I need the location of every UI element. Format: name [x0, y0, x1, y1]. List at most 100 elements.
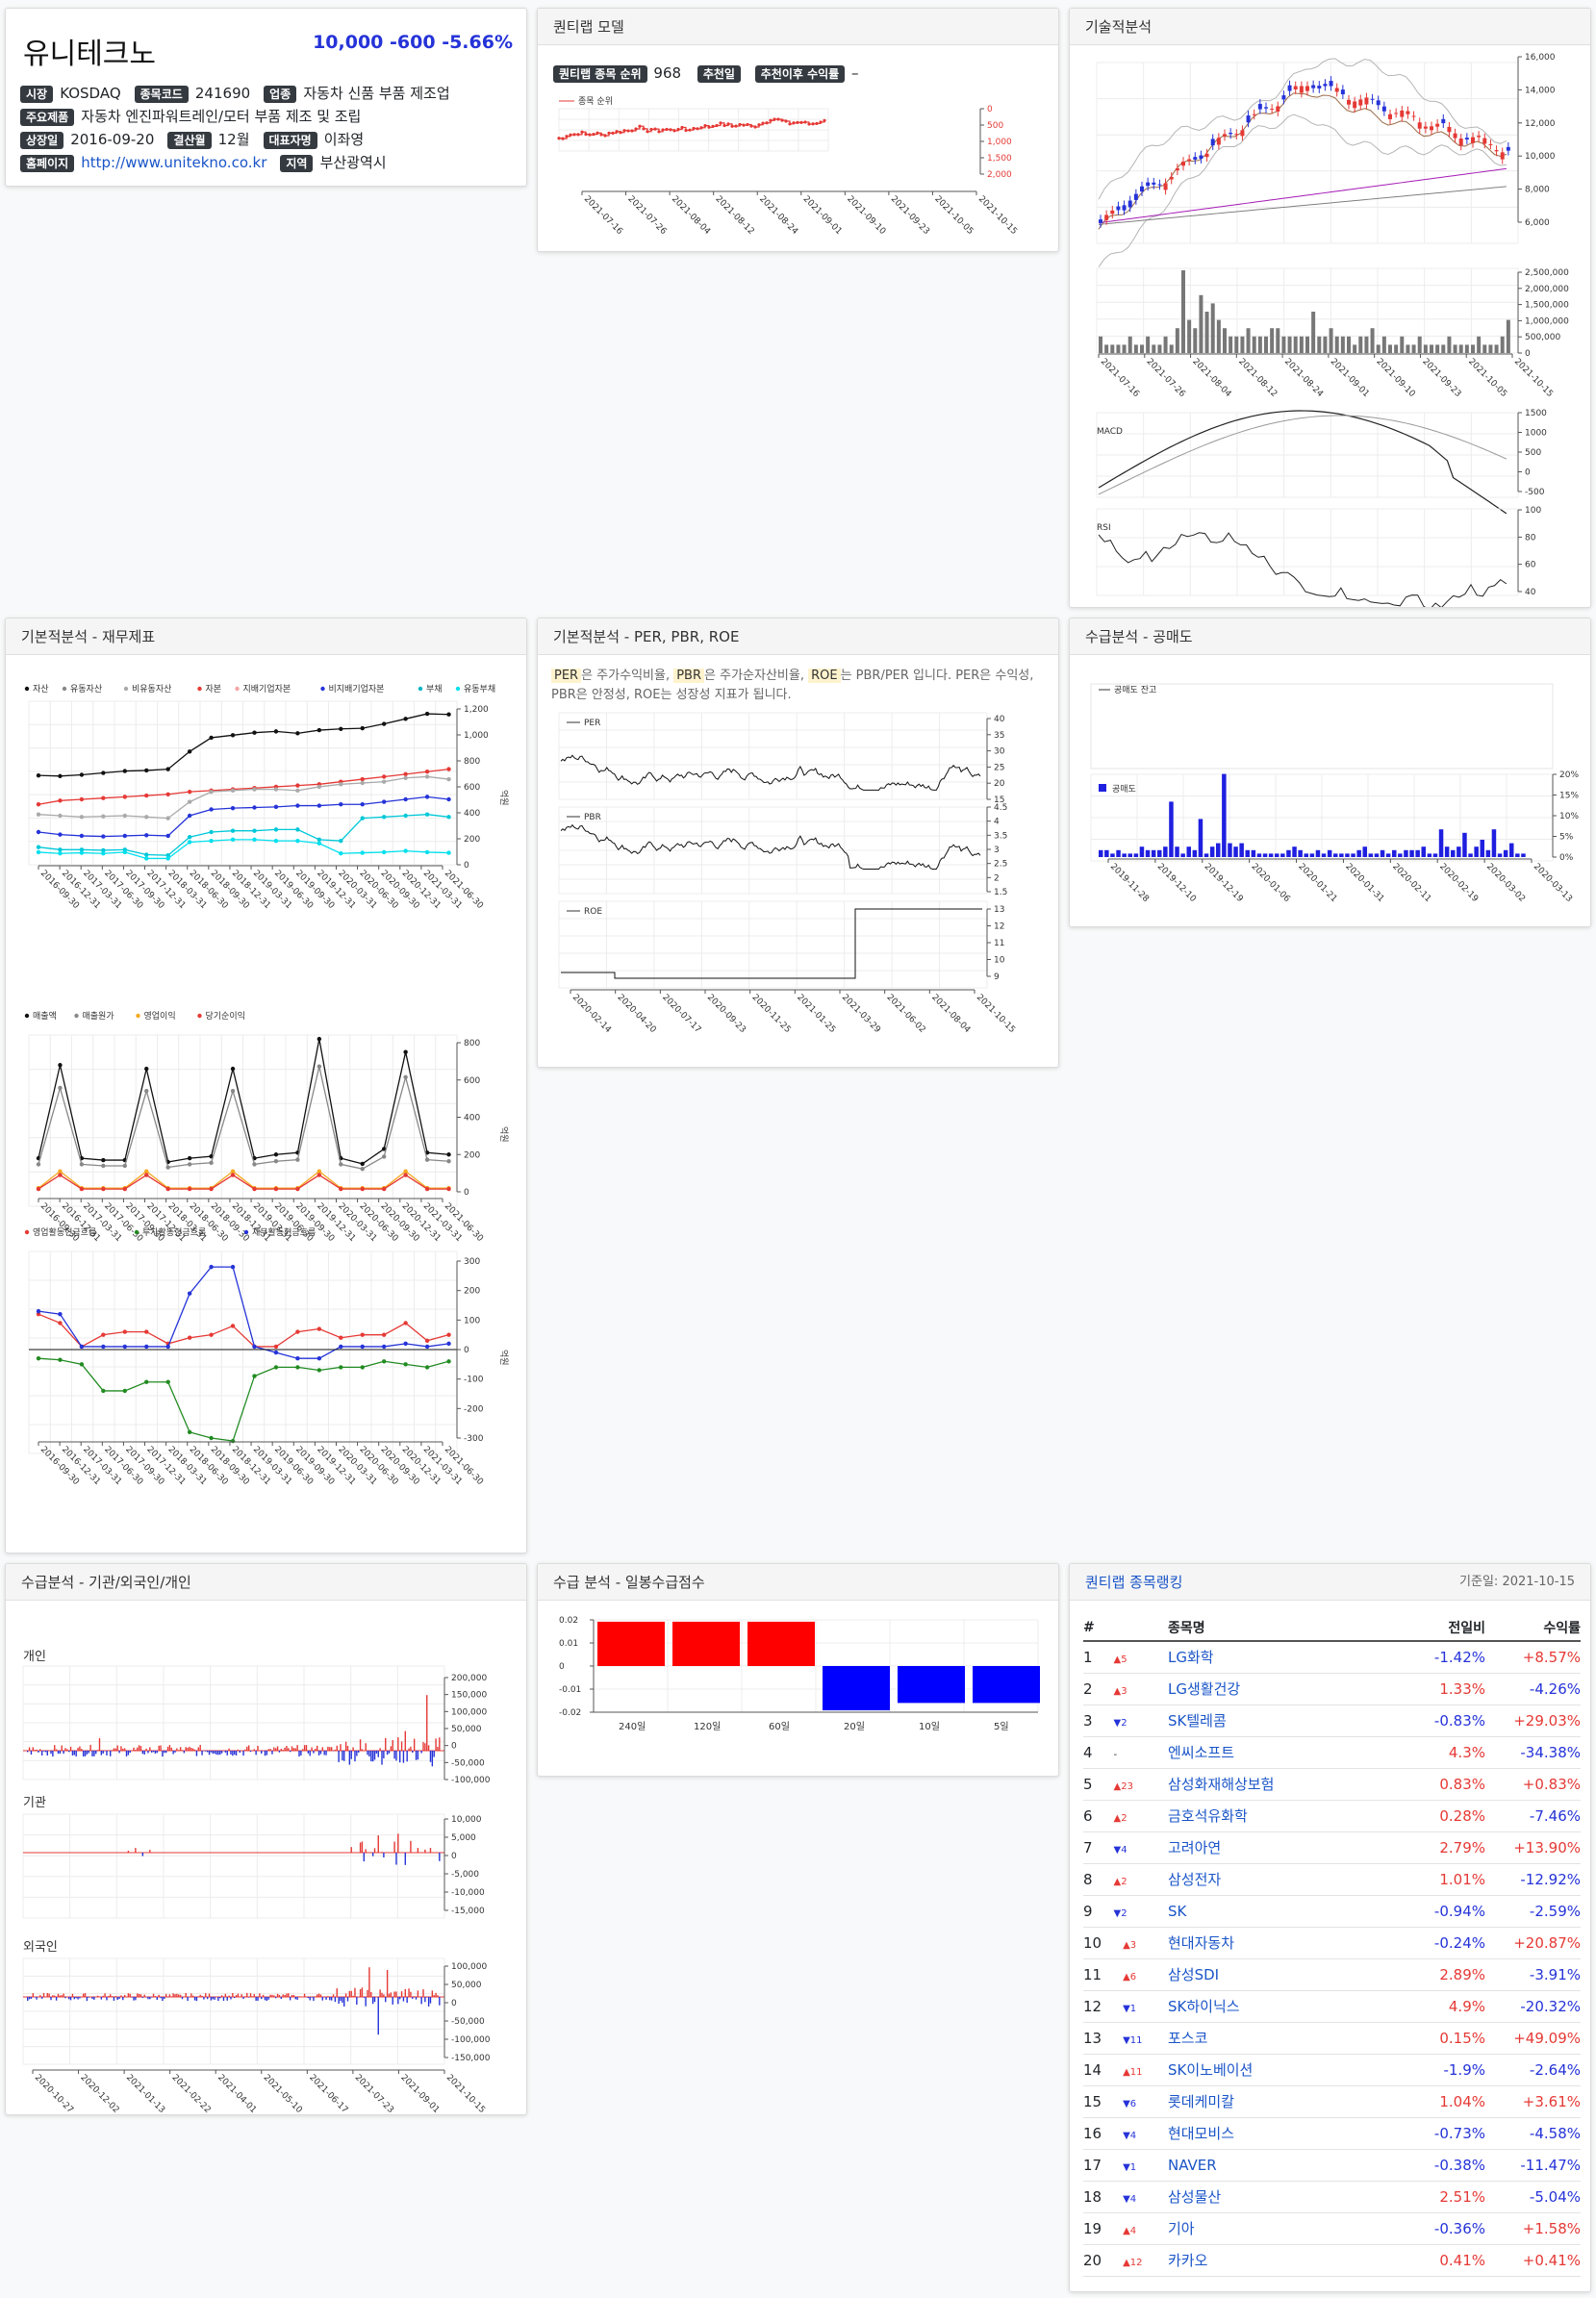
data-point	[79, 1362, 85, 1367]
table-row[interactable]: 20 ▲12 카카오 0.41% +0.41%	[1083, 2244, 1581, 2277]
volume-bar	[1229, 336, 1233, 353]
flow-bar	[174, 1751, 176, 1753]
stock-name[interactable]: 삼성물산	[1168, 2181, 1389, 2213]
stock-name[interactable]: 삼성화재해상보험	[1168, 1768, 1389, 1801]
rank-move: ▲2	[1113, 1876, 1127, 1887]
tick-label: 12	[994, 922, 1004, 932]
table-row[interactable]: 14 ▲11 SK이노베이션 -1.9% -2.64%	[1083, 2054, 1581, 2086]
flow-bar	[118, 1997, 120, 2000]
stock-name[interactable]: LG화학	[1168, 1641, 1389, 1674]
flow-bar	[395, 1751, 397, 1761]
stock-name[interactable]: 삼성전자	[1168, 1863, 1389, 1896]
flow-bar	[334, 1749, 337, 1751]
data-point	[424, 812, 430, 817]
table-row[interactable]: 6 ▲2 금호석유화학 0.28% -7.46%	[1083, 1800, 1581, 1832]
table-row[interactable]: 15 ▼6 롯데케미칼 1.04% +3.61%	[1083, 2085, 1581, 2118]
data-point	[252, 837, 257, 843]
table-row[interactable]: 13 ▼11 포스코 0.15% +49.09%	[1083, 2022, 1581, 2055]
data-point	[360, 802, 365, 807]
table-row[interactable]: 18 ▼4 삼성물산 2.51% -5.04%	[1083, 2181, 1581, 2213]
table-row[interactable]: 16 ▼4 현대모비스 -0.73% -4.58%	[1083, 2117, 1581, 2150]
flow-bar	[125, 1751, 128, 1756]
candle	[1494, 150, 1499, 152]
data-point	[273, 1344, 279, 1350]
short-selling-card: 수급분석 - 공매도 공매도 잔고 공매도 20% 15% 10% 5% 0% 2019-11…	[1069, 618, 1591, 927]
rank-move: ▼6	[1123, 2098, 1137, 2109]
stock-name[interactable]: NAVER	[1168, 2149, 1389, 2182]
return: -5.04%	[1485, 2181, 1581, 2213]
flow-bar	[267, 1749, 269, 1751]
short-bar	[1256, 853, 1262, 857]
table-row[interactable]: 8 ▲2 삼성전자 1.01% -12.92%	[1083, 1863, 1581, 1896]
candle	[1381, 106, 1386, 112]
daily-change: -0.94%	[1389, 1895, 1485, 1928]
stock-name[interactable]: SK텔레콤	[1168, 1705, 1389, 1737]
stock-name[interactable]: 삼성SDI	[1168, 1958, 1389, 1991]
table-row[interactable]: 10 ▲3 현대자동차 -0.24% +20.87%	[1083, 1927, 1581, 1959]
data-point	[424, 774, 430, 779]
rank-move: ▼2	[1113, 1717, 1127, 1729]
table-row[interactable]: 3 ▼2 SK텔레콤 -0.83% +29.03%	[1083, 1705, 1581, 1737]
stock-name[interactable]: 금호석유화학	[1168, 1800, 1389, 1832]
rank-number: 16 ▼4	[1083, 2117, 1168, 2150]
table-row[interactable]: 9 ▼2 SK -0.94% -2.59%	[1083, 1895, 1581, 1928]
data-point	[230, 788, 236, 794]
stock-name[interactable]: 엔씨소프트	[1168, 1736, 1389, 1769]
data-point	[403, 1074, 408, 1080]
flow-charts: 개인 200,000 150,000 100,000 50,000 0 -50,000 -10…	[22, 1650, 491, 2114]
stock-name[interactable]: 현대자동차	[1168, 1927, 1389, 1959]
table-row[interactable]: 17 ▼1 NAVER -0.38% -11.47%	[1083, 2149, 1581, 2182]
table-row[interactable]: 11 ▲6 삼성SDI 2.89% -3.91%	[1083, 1958, 1581, 1991]
stock-name[interactable]: 현대모비스	[1168, 2117, 1389, 2150]
flow-bar	[439, 1853, 441, 1861]
return: -20.32%	[1485, 1990, 1581, 2023]
table-row[interactable]: 5 ▲23 삼성화재해상보험 0.83% +0.83%	[1083, 1768, 1581, 1801]
flow-bar	[164, 1751, 165, 1754]
data-point	[273, 1350, 279, 1355]
data-point	[295, 731, 300, 736]
return: +29.03%	[1485, 1705, 1581, 1737]
stock-name[interactable]: 기아	[1168, 2212, 1389, 2245]
stock-name[interactable]: LG생활건강	[1168, 1673, 1389, 1705]
table-row[interactable]: 12 ▼1 SK하이닉스 4.9% -20.32%	[1083, 1990, 1581, 2023]
flow-bar	[278, 1994, 281, 1997]
data-point	[424, 849, 430, 855]
flow-bar	[352, 1747, 354, 1751]
flow-bar	[57, 1993, 60, 1997]
data-point	[79, 1186, 85, 1192]
table-row[interactable]: 1 ▲5 LG화학 -1.42% +8.57%	[1083, 1641, 1581, 1674]
flow-bar	[151, 1997, 153, 1998]
short-bar	[1398, 853, 1403, 857]
macd-label: MACD	[1097, 427, 1123, 437]
table-row[interactable]: 2 ▲3 LG생활건강 1.33% -4.26%	[1083, 1673, 1581, 1705]
data-point	[209, 807, 214, 812]
flow-bar	[386, 1970, 389, 1997]
market-value: KOSDAQ	[60, 85, 121, 102]
stock-name[interactable]: SK하이닉스	[1168, 1990, 1389, 2023]
flow-bar	[133, 1747, 135, 1751]
tick-label: 80	[1525, 533, 1536, 543]
homepage-link[interactable]: http://www.unitekno.co.kr	[81, 154, 267, 171]
flow-bar	[212, 1997, 214, 2000]
data-point	[360, 816, 365, 821]
volume-bar	[1234, 336, 1239, 353]
table-row[interactable]: 7 ▼4 고려아연 2.79% +13.90%	[1083, 1831, 1581, 1864]
data-point	[58, 798, 63, 803]
stock-name[interactable]: 카카오	[1168, 2244, 1389, 2277]
stock-name[interactable]: 고려아연	[1168, 1831, 1389, 1864]
flow-bar	[71, 1751, 74, 1755]
stock-name[interactable]: 포스코	[1168, 2022, 1389, 2055]
stock-name[interactable]: SK	[1168, 1895, 1389, 1928]
stock-name[interactable]: 롯데케미칼	[1168, 2085, 1389, 2118]
flow-bar	[102, 1995, 104, 1997]
short-bar	[1133, 853, 1139, 857]
table-row[interactable]: 4- 엔씨소프트 4.3% -34.38%	[1083, 1736, 1581, 1769]
volume-bar	[1133, 344, 1138, 353]
data-point	[58, 847, 63, 852]
data-point	[403, 1173, 408, 1177]
table-row[interactable]: 19 ▲4 기아 -0.36% +1.58%	[1083, 2212, 1581, 2245]
candle	[1411, 115, 1416, 117]
rank-number: 2 ▲3	[1083, 1673, 1168, 1705]
rec-return-badge: 추천이후 수익률	[754, 65, 846, 83]
stock-name[interactable]: SK이노베이션	[1168, 2054, 1389, 2086]
